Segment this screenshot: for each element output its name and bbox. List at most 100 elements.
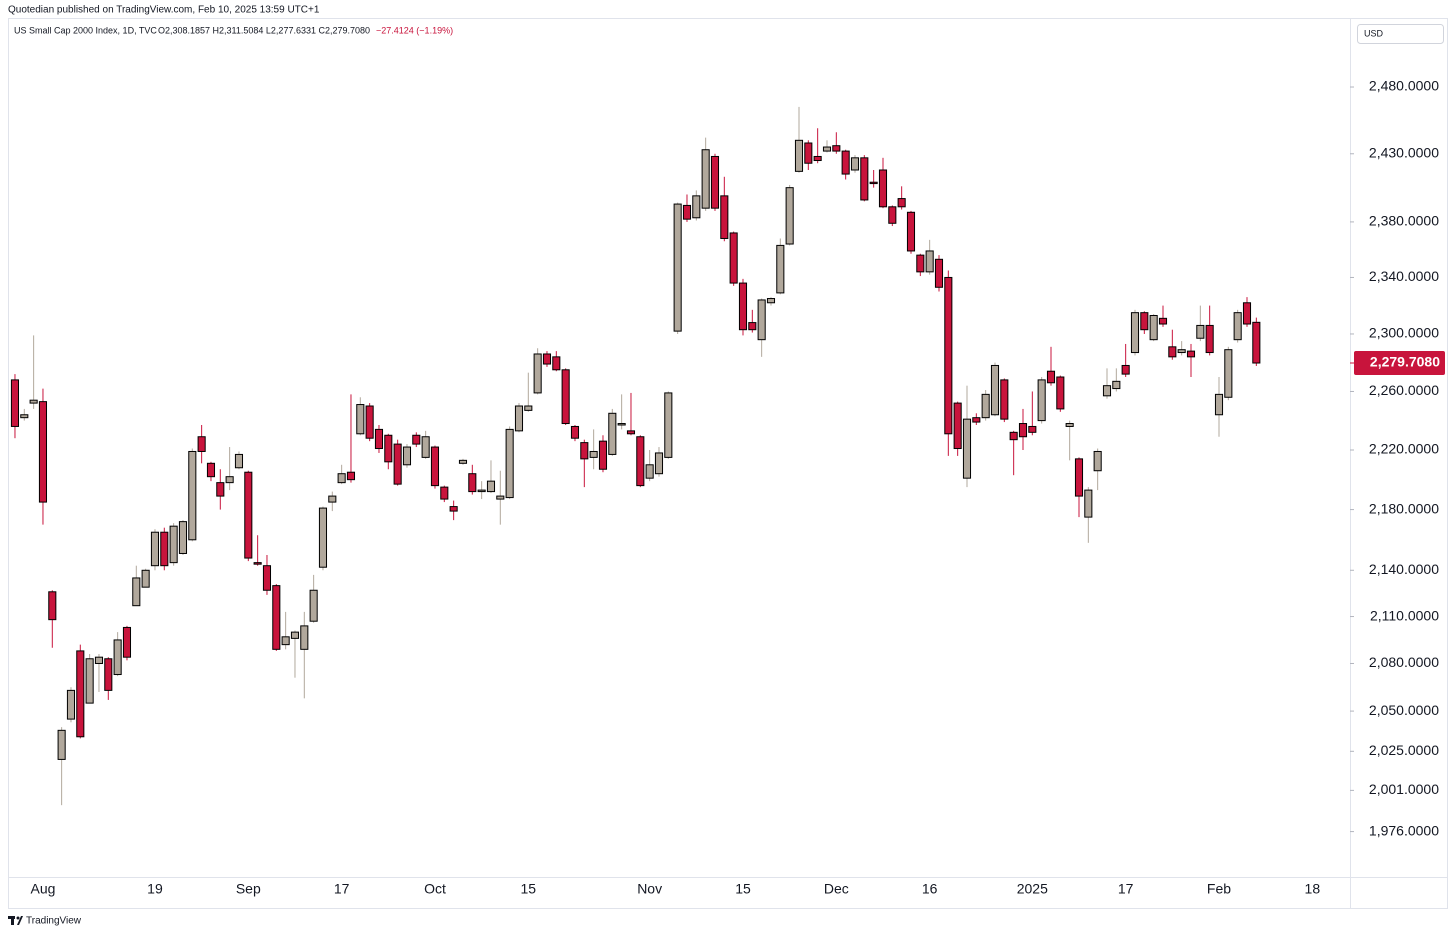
- candle-body: [188, 450, 197, 541]
- candle-body: [20, 414, 29, 419]
- candle-body: [365, 405, 374, 439]
- candle-body: [673, 203, 682, 332]
- candle-body: [916, 254, 925, 273]
- candle-body: [1018, 423, 1028, 438]
- y-tick-label: 2,080.0000: [1369, 654, 1439, 670]
- candle-body: [1242, 302, 1252, 325]
- candle-body: [1177, 349, 1186, 354]
- candle-body: [10, 379, 20, 427]
- candle-body: [244, 471, 253, 559]
- candle-body: [794, 139, 804, 172]
- candle-body: [1140, 312, 1149, 331]
- candle-body: [66, 689, 76, 720]
- candle-body: [776, 244, 785, 294]
- candle-body: [654, 452, 664, 475]
- candle-body: [514, 405, 524, 432]
- candle-body: [318, 507, 328, 568]
- x-tick-label: Sep: [236, 881, 261, 897]
- candle-body: [477, 489, 486, 493]
- candle-body: [300, 625, 309, 650]
- candle-body: [402, 446, 412, 466]
- candle-body: [570, 425, 580, 439]
- candle-body: [468, 473, 477, 493]
- candle-body: [421, 436, 430, 458]
- candle-body: [412, 434, 421, 445]
- candle-body: [38, 401, 48, 503]
- candle-body: [449, 506, 458, 512]
- candle-body: [1093, 450, 1102, 472]
- candle-body: [1000, 379, 1009, 420]
- y-tick-label: 2,380.0000: [1369, 213, 1439, 229]
- candle-body: [141, 569, 150, 588]
- candle-body: [1028, 425, 1037, 433]
- candle-body: [906, 211, 916, 252]
- candle-body: [1224, 349, 1233, 398]
- candle-body: [1233, 312, 1242, 341]
- candle-body: [888, 206, 897, 224]
- x-tick-label: 16: [922, 881, 938, 897]
- candle-body: [580, 442, 589, 460]
- last-price-tag: [1354, 351, 1445, 376]
- candle-body: [122, 626, 132, 658]
- candle-body: [272, 585, 281, 650]
- candle-body: [990, 364, 1000, 416]
- candle-body: [533, 353, 542, 394]
- y-tick-label: 1,976.0000: [1369, 822, 1439, 838]
- candle-body: [384, 434, 393, 463]
- currency[interactable]: USD: [1364, 28, 1384, 38]
- candle-body: [225, 476, 234, 484]
- candle-body: [636, 436, 645, 487]
- y-tick-label: 2,001.0000: [1369, 781, 1439, 797]
- candle-body: [1158, 317, 1168, 325]
- chart-frame: [8, 18, 1448, 909]
- candle-body: [440, 486, 449, 500]
- candle-body: [878, 169, 888, 208]
- candle-body: [94, 656, 104, 664]
- candle-body: [48, 591, 57, 621]
- candle-body: [1186, 350, 1196, 358]
- candle-body: [608, 412, 617, 455]
- candle-body: [1065, 423, 1074, 427]
- y-tick-label: 2,140.0000: [1369, 561, 1439, 577]
- candle-body: [664, 392, 673, 458]
- candle-body: [1205, 324, 1214, 354]
- candle-body: [524, 405, 533, 411]
- candle-body: [710, 155, 720, 209]
- y-tick-label: 2,260.0000: [1369, 382, 1439, 398]
- candle-body: [178, 521, 188, 554]
- candle-body: [1149, 314, 1158, 341]
- candle-body: [944, 276, 953, 435]
- candle-body: [496, 495, 505, 500]
- candle-body: [832, 145, 841, 152]
- candle-body: [925, 250, 934, 273]
- candle-body: [150, 531, 160, 567]
- candle-body: [505, 428, 514, 499]
- candle-body: [860, 157, 869, 201]
- tradingview-logo: [8, 916, 23, 925]
- candle-body: [1252, 321, 1261, 364]
- candle-body: [934, 258, 944, 288]
- candle-body: [552, 356, 561, 371]
- candle-body: [393, 443, 402, 485]
- publisher: Quotedian published on TradingView.com, …: [8, 5, 320, 16]
- candle-body: [645, 464, 654, 479]
- x-tick-label: Nov: [637, 881, 662, 897]
- y-tick-label: 2,110.0000: [1370, 607, 1439, 623]
- candle-body: [561, 369, 570, 425]
- candle-body: [309, 589, 318, 622]
- candle-body: [542, 353, 552, 365]
- candle-body: [617, 423, 626, 426]
- candle-body: [981, 393, 990, 419]
- candle-body: [1196, 324, 1205, 339]
- x-tick-label: Aug: [31, 881, 56, 897]
- candle-body: [766, 298, 776, 304]
- y-tick-label: 2,430.0000: [1369, 144, 1439, 160]
- candle-body: [104, 658, 113, 691]
- currency-box[interactable]: [1357, 24, 1444, 44]
- candle-body: [1214, 393, 1224, 416]
- candle-body: [356, 404, 365, 435]
- candle-body: [113, 639, 122, 676]
- candle-body: [234, 453, 244, 469]
- candle-body: [682, 204, 692, 220]
